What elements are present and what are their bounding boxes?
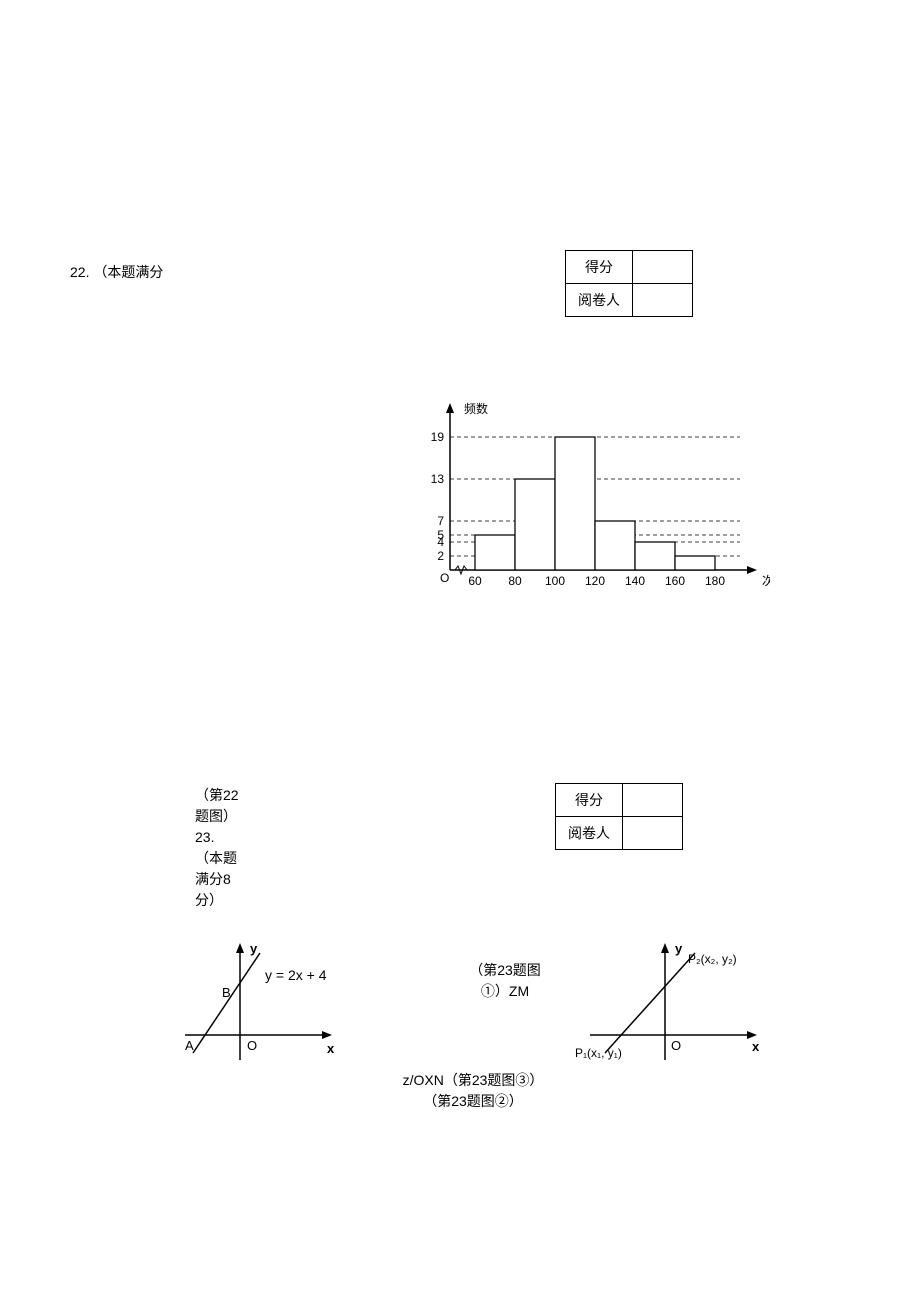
q22-caption-q23-label: （第22题图） 23. （本题满分8分）	[195, 785, 239, 911]
grader-row-label: 阅卷人	[566, 284, 633, 317]
svg-text:120: 120	[585, 574, 605, 588]
q23-bottom-caption: z/OXN（第23题图③）（第23题图②）	[398, 1070, 548, 1112]
q22-number: 22.	[70, 264, 89, 280]
score-table-q22: 得分 阅卷人	[565, 250, 693, 317]
svg-text:B: B	[222, 985, 231, 1000]
svg-text:y: y	[675, 941, 683, 956]
svg-text:2: 2	[437, 549, 444, 563]
svg-text:100: 100	[545, 574, 565, 588]
svg-text:次数: 次数	[762, 573, 770, 588]
svg-text:y = 2x + 4: y = 2x + 4	[265, 967, 327, 983]
svg-text:O: O	[671, 1038, 681, 1053]
score-row-label: 得分	[566, 251, 633, 284]
svg-text:5: 5	[437, 528, 444, 542]
svg-text:7: 7	[437, 514, 444, 528]
question-22-label: 22. （本题满分	[70, 262, 163, 282]
score-row-value	[633, 251, 693, 284]
grader-row-label-2: 阅卷人	[556, 817, 623, 850]
q23-middle-caption: （第23题图①）ZM	[460, 960, 550, 1002]
q22-caption: （第22题图）	[195, 787, 239, 824]
score-row-value-2	[623, 784, 683, 817]
svg-text:y: y	[250, 941, 258, 956]
svg-text:80: 80	[508, 574, 522, 588]
svg-text:频数: 频数	[464, 401, 488, 416]
svg-text:O: O	[247, 1038, 257, 1053]
svg-text:O: O	[440, 571, 449, 585]
svg-text:60: 60	[468, 574, 482, 588]
svg-text:x: x	[752, 1039, 760, 1054]
svg-text:P₁(x₁, y₁): P₁(x₁, y₁)	[575, 1046, 622, 1060]
svg-text:P₂(x₂, y₂): P₂(x₂, y₂)	[688, 952, 737, 966]
q22-fullscore: （本题满分	[93, 264, 163, 280]
histogram-chart: 245713196080100120140160180频数次数O	[410, 395, 770, 610]
svg-text:160: 160	[665, 574, 685, 588]
svg-text:140: 140	[625, 574, 645, 588]
score-table-q23: 得分 阅卷人	[555, 783, 683, 850]
score-row-label-2: 得分	[556, 784, 623, 817]
svg-text:180: 180	[705, 574, 725, 588]
grader-row-value-2	[623, 817, 683, 850]
q23-number: 23.	[195, 829, 214, 845]
svg-text:19: 19	[431, 430, 445, 444]
grader-row-value	[633, 284, 693, 317]
q23-fullscore: （本题满分8分）	[195, 850, 237, 908]
svg-text:13: 13	[431, 472, 445, 486]
line-chart-1: y x O A By = 2x + 4	[165, 935, 385, 1080]
svg-text:x: x	[327, 1041, 335, 1056]
svg-text:A: A	[185, 1038, 194, 1053]
line-chart-2: y x O P₁(x₁, y₁) P₂(x₂, y₂)	[570, 935, 790, 1080]
